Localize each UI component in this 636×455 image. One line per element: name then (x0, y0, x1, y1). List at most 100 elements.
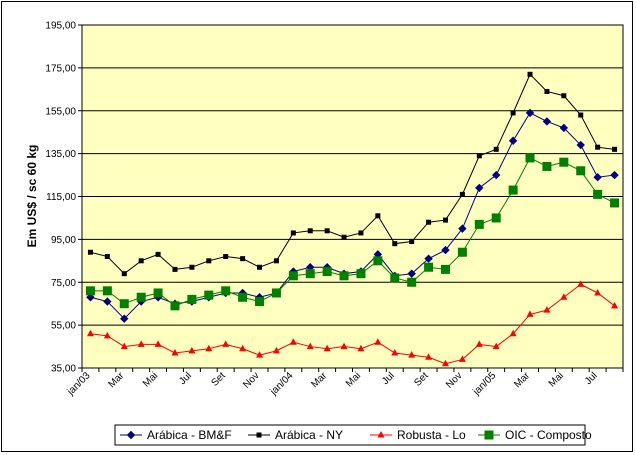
legend-marker (126, 430, 136, 440)
y-axis: 35,00 55,00 75,00 95,00 115,00 135,00 155,00 17… (45, 21, 82, 375)
data-point (222, 340, 230, 347)
data-point (373, 256, 383, 266)
data-point (138, 258, 144, 264)
series-lines (85, 71, 620, 367)
data-point (476, 153, 482, 159)
data-point (595, 144, 601, 150)
x-tick-label: Mai (344, 370, 363, 389)
data-point (358, 230, 364, 236)
data-point (561, 93, 567, 99)
y-tick-label: 95,00 (51, 235, 76, 246)
x-tick-label: Mai (141, 370, 160, 389)
data-point (102, 286, 112, 296)
x-tick-label: jan/05 (471, 370, 499, 398)
data-point (119, 299, 129, 309)
data-point (458, 224, 467, 233)
data-point (611, 301, 619, 309)
data-point (339, 271, 349, 281)
data-point (188, 346, 196, 354)
data-point (341, 234, 347, 240)
data-point (85, 286, 95, 296)
y-tick-label: 55,00 (51, 321, 76, 332)
data-point (273, 258, 279, 264)
data-point (153, 288, 163, 298)
data-point (86, 293, 95, 302)
x-tick-label: Nov (444, 370, 464, 390)
data-point (206, 258, 212, 264)
data-point (610, 198, 620, 208)
data-point (475, 340, 483, 347)
data-point (204, 290, 214, 300)
data-point (189, 264, 195, 270)
data-point (559, 123, 569, 133)
data-point (525, 153, 535, 163)
data-point (255, 297, 265, 307)
y-tick-label: 195,00 (45, 21, 76, 32)
data-point (137, 340, 145, 347)
data-point (612, 146, 618, 152)
data-point (356, 269, 366, 279)
x-tick-label: Mar (309, 370, 329, 390)
data-point (103, 297, 112, 306)
data-point (594, 288, 602, 296)
data-point (509, 329, 517, 337)
series-line (90, 73, 615, 275)
data-point (374, 338, 382, 345)
data-point (491, 213, 501, 223)
data-point (223, 254, 229, 260)
data-point (120, 314, 129, 323)
data-point (375, 213, 381, 219)
data-point (576, 140, 585, 150)
data-point (544, 88, 550, 94)
data-point (510, 110, 516, 116)
y-axis-title: Em US$ / sc 60 kg (25, 145, 39, 248)
data-point (458, 355, 466, 362)
data-point (221, 286, 231, 296)
data-point (542, 117, 552, 126)
series-3 (86, 280, 619, 367)
data-point (340, 342, 348, 350)
data-point (324, 228, 330, 234)
data-point (238, 292, 248, 302)
series-line (90, 283, 615, 365)
x-tick-label: Jul (583, 370, 600, 387)
data-point (610, 170, 619, 180)
x-axis: jan/03 Mar Mai Jul Set Nov jan/04 Mar Mai Jul Set N… (65, 368, 624, 398)
data-point (426, 219, 432, 225)
data-point (288, 271, 298, 281)
data-point (390, 273, 400, 283)
y-tick-label: 75,00 (51, 278, 76, 289)
data-point (305, 269, 315, 279)
data-point (120, 342, 128, 350)
data-point (136, 292, 146, 302)
series-2 (87, 71, 618, 277)
data-point (578, 112, 584, 118)
y-tick-label: 115,00 (46, 192, 76, 203)
series-4 (85, 153, 620, 311)
data-point (542, 161, 552, 171)
data-point (154, 340, 162, 347)
data-point (257, 264, 263, 270)
data-point (424, 262, 434, 272)
y-tick-label: 155,00 (45, 106, 76, 117)
data-point (121, 271, 127, 277)
data-point (307, 228, 313, 234)
x-tick-label: Jul (380, 370, 397, 387)
legend-label: Arábica - BM&F (147, 428, 232, 442)
data-point (576, 166, 586, 176)
data-point (103, 331, 111, 339)
data-point (491, 170, 501, 180)
data-point (289, 338, 297, 345)
data-point (474, 219, 484, 229)
data-point (425, 353, 433, 360)
legend: Arábica - BM&F Arábica - NY Robusta - Lo OI… (114, 424, 592, 446)
data-point (442, 217, 448, 223)
data-point (508, 136, 518, 145)
data-point (409, 239, 415, 245)
legend-label: Robusta - Lo (397, 428, 466, 442)
data-point (475, 183, 484, 193)
y-tick-label: 175,00 (45, 63, 76, 74)
data-point (440, 264, 450, 274)
data-point (408, 351, 416, 358)
